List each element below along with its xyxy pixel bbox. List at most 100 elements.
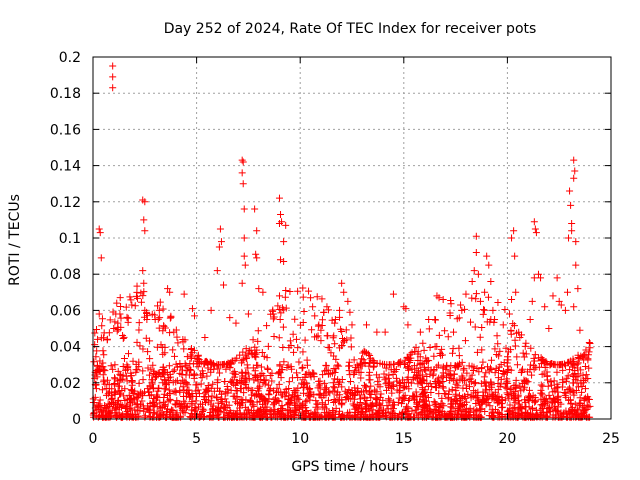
data-point	[100, 351, 108, 359]
data-point	[337, 400, 345, 408]
data-point	[564, 358, 572, 366]
data-point	[512, 288, 520, 296]
data-point	[116, 294, 124, 302]
data-point	[508, 296, 516, 304]
data-point	[290, 413, 298, 421]
data-point	[569, 387, 577, 395]
data-point	[438, 345, 446, 353]
data-point	[300, 389, 308, 397]
data-point	[570, 156, 578, 164]
data-point	[513, 353, 521, 361]
data-point	[519, 365, 527, 373]
data-point	[96, 396, 104, 404]
data-point	[321, 379, 329, 387]
data-point	[179, 338, 187, 346]
data-point	[279, 344, 287, 352]
data-point	[225, 359, 233, 367]
data-point	[404, 364, 412, 372]
data-point	[166, 396, 174, 404]
data-point	[565, 234, 573, 242]
data-point	[484, 363, 492, 371]
data-point	[414, 372, 422, 380]
data-point	[273, 384, 281, 392]
data-point	[539, 408, 547, 416]
data-point	[259, 378, 267, 386]
data-point	[212, 393, 220, 401]
data-point	[122, 402, 130, 410]
data-point	[184, 390, 192, 398]
data-point	[281, 393, 289, 401]
data-point	[405, 396, 413, 404]
data-point	[207, 397, 215, 405]
data-point	[417, 408, 425, 416]
data-point	[113, 413, 121, 421]
data-point	[475, 368, 483, 376]
data-point	[156, 314, 164, 322]
data-point	[216, 369, 224, 377]
data-point	[127, 411, 135, 419]
data-point	[274, 302, 282, 310]
data-point	[526, 315, 534, 323]
data-point	[506, 406, 514, 414]
data-point	[565, 384, 573, 392]
data-point	[237, 385, 245, 393]
data-point	[114, 319, 122, 327]
data-point	[224, 385, 232, 393]
data-point	[258, 348, 266, 356]
data-point	[431, 377, 439, 385]
data-point	[135, 319, 143, 327]
data-point	[188, 401, 196, 409]
x-tick-label: 5	[192, 431, 201, 447]
data-point	[209, 380, 217, 388]
data-point	[192, 397, 200, 405]
data-point	[131, 302, 139, 310]
data-point	[512, 381, 520, 389]
data-point	[90, 358, 98, 366]
data-point	[562, 410, 570, 418]
data-point	[156, 413, 164, 421]
data-point	[538, 391, 546, 399]
data-point	[106, 402, 114, 410]
data-point	[363, 321, 371, 329]
data-point	[305, 392, 313, 400]
data-point	[311, 413, 319, 421]
data-point	[333, 361, 341, 369]
data-point	[103, 336, 111, 344]
data-point	[563, 374, 571, 382]
data-point	[521, 342, 529, 350]
data-point	[452, 380, 460, 388]
data-point	[143, 310, 151, 318]
data-point	[341, 387, 349, 395]
data-point	[377, 390, 385, 398]
data-point	[163, 392, 171, 400]
data-point	[180, 378, 188, 386]
data-point	[496, 382, 504, 390]
data-point	[277, 309, 285, 317]
data-point	[207, 384, 215, 392]
data-point	[128, 301, 136, 309]
y-tick-label: 0.2	[59, 50, 81, 66]
data-point	[227, 413, 235, 421]
data-point	[448, 400, 456, 408]
data-point	[291, 389, 299, 397]
data-point	[172, 360, 180, 368]
data-point	[275, 194, 283, 202]
data-point	[528, 297, 536, 305]
data-point	[529, 404, 537, 412]
data-point	[494, 398, 502, 406]
data-point	[159, 398, 167, 406]
data-point	[385, 395, 393, 403]
data-point	[470, 413, 478, 421]
data-point	[199, 405, 207, 413]
y-tick-label: 0.16	[50, 122, 81, 138]
data-point	[425, 315, 433, 323]
data-point	[287, 341, 295, 349]
data-point	[386, 396, 394, 404]
data-point	[568, 227, 576, 235]
data-point	[503, 368, 511, 376]
data-point	[416, 353, 424, 361]
data-point	[553, 407, 561, 415]
data-point	[511, 342, 519, 350]
data-point	[373, 396, 381, 404]
data-point	[373, 328, 381, 336]
